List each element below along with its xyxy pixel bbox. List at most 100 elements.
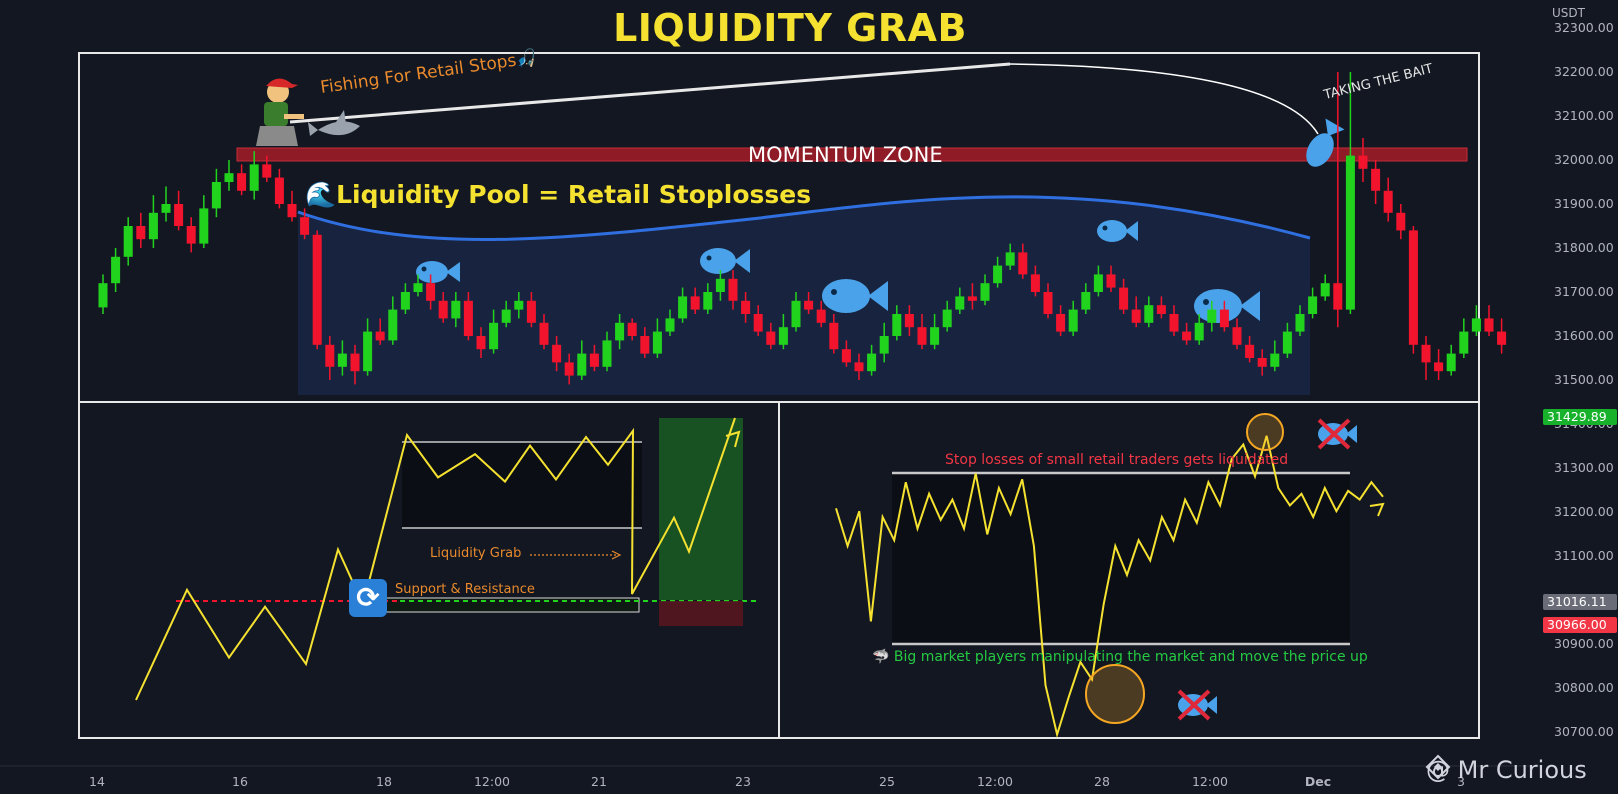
candle-body (1093, 274, 1103, 292)
candle-body (249, 164, 259, 191)
candle-body (1446, 353, 1456, 372)
momentum-zone-label: MOMENTUM ZONE (748, 143, 943, 167)
candle-body (300, 217, 310, 235)
candle-body (1371, 168, 1381, 191)
candle-body (1320, 283, 1330, 297)
candle-body (1245, 344, 1255, 358)
candle-body (703, 292, 713, 310)
fishing-line (1009, 63, 1319, 135)
candle-body (1106, 274, 1116, 288)
candle-body (526, 300, 536, 323)
candle-body (1333, 283, 1343, 310)
candle-body (816, 309, 826, 323)
time-tick: 28 (1094, 774, 1110, 789)
candle-body (867, 353, 877, 372)
candle-body (879, 336, 889, 354)
candle-body (1005, 252, 1015, 266)
candle-body (514, 300, 524, 310)
candle-body (1484, 318, 1494, 332)
left-arrow-head (725, 430, 741, 448)
time-tick: 16 (232, 774, 248, 789)
candle-body (1156, 305, 1166, 314)
candle-body (1295, 314, 1305, 332)
candle-body (728, 278, 738, 301)
stop-zone (659, 601, 743, 626)
candle-body (892, 314, 902, 336)
candle-body (237, 173, 247, 191)
price-tick: 31900.00 (1554, 196, 1614, 211)
candle-body (400, 292, 410, 310)
time-tick: 3 (1457, 774, 1465, 789)
mid-price-tag: 31016.11 (1543, 594, 1617, 610)
fish-icon (822, 279, 888, 313)
candle-body (186, 226, 196, 244)
fish-icon (1306, 118, 1345, 167)
candle-body (501, 309, 511, 323)
candle-body (451, 300, 461, 319)
candle-body (589, 353, 599, 367)
stop-hunt-circle (1246, 413, 1284, 451)
candle-body (476, 336, 486, 350)
price-tick: 31500.00 (1554, 372, 1614, 387)
crossed-fish-icon (1177, 689, 1217, 721)
candle-body (136, 226, 146, 240)
candle-body (854, 362, 864, 372)
candle-body (1169, 314, 1179, 332)
liquidity-sweep-circle (1085, 664, 1145, 724)
price-tick: 31800.00 (1554, 240, 1614, 255)
candle-body (577, 353, 587, 376)
binance-logo-icon (1425, 754, 1451, 780)
candle-body (426, 283, 436, 301)
candle-body (262, 164, 272, 178)
candle-body (1257, 358, 1267, 367)
candle-body (161, 204, 171, 213)
candle-body (804, 300, 814, 310)
time-tick: 23 (735, 774, 751, 789)
candle-body (211, 182, 221, 209)
candle-body (615, 322, 625, 341)
candle-body (602, 340, 612, 367)
candle-body (174, 204, 184, 226)
candle-body (917, 327, 927, 345)
candle-body (841, 349, 851, 363)
price-tick: 31300.00 (1554, 460, 1614, 475)
candle-body (778, 327, 788, 345)
candle-body (1345, 155, 1355, 310)
price-tick: 32200.00 (1554, 64, 1614, 79)
candle-body (1434, 362, 1444, 372)
crossed-fish-icon (1317, 418, 1357, 450)
time-tick: 12:00 (473, 774, 511, 789)
current-price-tag: 31429.89 (1543, 409, 1617, 425)
fish-icon (1194, 289, 1260, 323)
time-tick: Dec (1304, 774, 1332, 789)
price-tick: 30800.00 (1554, 680, 1614, 695)
candle-body (753, 314, 763, 332)
candle-body (1182, 331, 1192, 341)
fish-icon (416, 261, 460, 283)
price-tick: 31200.00 (1554, 504, 1614, 519)
candle-body (350, 353, 360, 372)
time-tick: 14 (89, 774, 105, 789)
price-tick: 32300.00 (1554, 20, 1614, 35)
author-watermark: @ Mr Curious (1426, 756, 1587, 784)
candle-body (1018, 252, 1028, 275)
swap-icon: ⟳ (349, 579, 387, 617)
candle-body (413, 283, 423, 292)
candle-body (1358, 155, 1368, 169)
candle-body (1119, 287, 1129, 310)
price-tick: 31100.00 (1554, 548, 1614, 563)
candle-body (690, 296, 700, 310)
candle-body (665, 318, 675, 332)
candle-body (1421, 344, 1431, 363)
candle-body (715, 278, 725, 292)
candle-body (955, 296, 965, 310)
candle-body (337, 353, 347, 367)
candle-body (123, 226, 133, 257)
candle-body (967, 296, 977, 301)
candle-body (287, 204, 297, 218)
low-price-tag: 30966.00 (1543, 617, 1617, 633)
candle-body (1144, 305, 1154, 323)
bottom-right-panel-frame (778, 401, 1480, 739)
candle-body (438, 300, 448, 319)
